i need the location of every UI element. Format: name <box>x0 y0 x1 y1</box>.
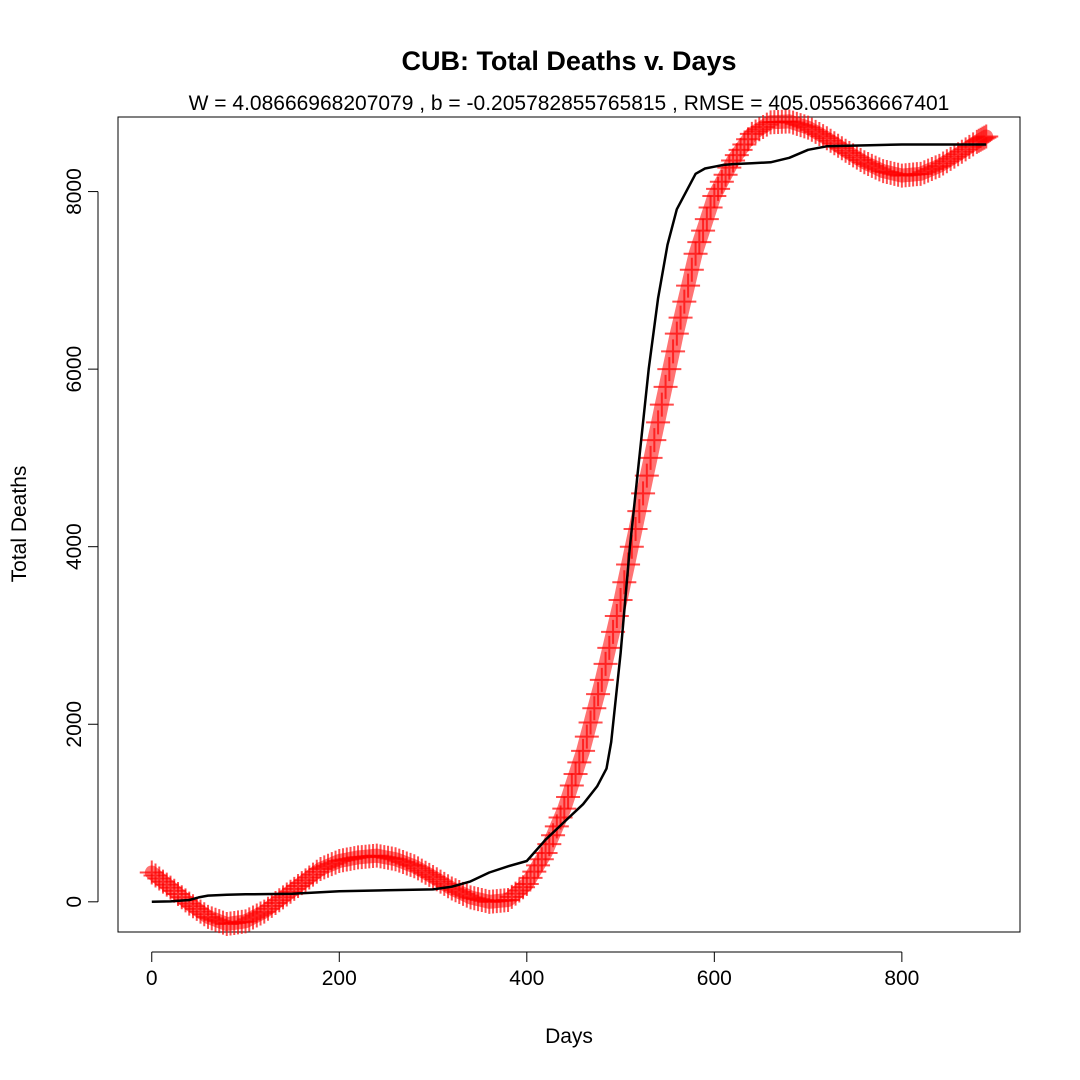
fit-marker-114 <box>567 750 592 775</box>
fit-marker-116 <box>574 724 599 749</box>
fit-marker-113 <box>563 761 588 786</box>
observed-line <box>151 143 987 904</box>
fit-marker-122 <box>597 635 622 660</box>
chart-title: CUB: Total Deaths v. Days <box>401 46 736 76</box>
fit-marker-121 <box>593 651 618 676</box>
series-layer <box>139 109 999 937</box>
fit-marker-104 <box>529 847 554 872</box>
fit-marker-133 <box>638 445 663 470</box>
y-tick-label-2: 4000 <box>63 523 86 570</box>
fit-marker-148 <box>694 207 719 232</box>
y-tick-label-4: 8000 <box>63 168 86 215</box>
fit-marker-149 <box>698 195 723 220</box>
fit-marker-140 <box>664 321 689 346</box>
fit-marker-141 <box>668 305 693 330</box>
fit-band <box>144 114 994 931</box>
fit-marker-144 <box>679 257 704 282</box>
fit-marker-120 <box>589 667 614 692</box>
fit-marker-135 <box>646 410 671 435</box>
fit-marker-117 <box>578 710 603 735</box>
x-tick-label-0: 0 <box>146 967 158 990</box>
fit-marker-115 <box>571 738 596 763</box>
fit-marker-102 <box>522 859 547 884</box>
fit-marker-146 <box>687 230 712 255</box>
fit-marker-145 <box>683 241 708 266</box>
fit-marker-138 <box>657 357 682 382</box>
x-tick-label-2: 400 <box>509 967 544 990</box>
fit-marker-137 <box>653 374 678 399</box>
x-tick-label-4: 800 <box>884 967 919 990</box>
fit-marker-118 <box>582 696 607 721</box>
x-tick-label-1: 200 <box>322 967 357 990</box>
y-tick-label-3: 6000 <box>63 346 86 393</box>
fit-marker-119 <box>586 682 611 707</box>
y-tick-label-0: 0 <box>63 896 86 908</box>
fit-marker-100 <box>514 872 539 897</box>
fit-marker-222 <box>968 127 993 152</box>
series-1 <box>139 109 999 937</box>
fit-marker-111 <box>556 785 581 810</box>
fit-marker-134 <box>642 428 667 453</box>
series-0 <box>151 143 987 904</box>
fit-marker-103 <box>526 853 551 878</box>
fit-marker-147 <box>691 218 716 243</box>
fit-marker-142 <box>672 289 697 314</box>
fit-marker-225 <box>974 124 999 149</box>
fit-marker-126 <box>612 570 637 595</box>
y-axis-label: Total Deaths <box>8 466 31 583</box>
fit-marker-125 <box>608 587 633 612</box>
fit-marker-223 <box>970 126 995 151</box>
fit-marker-123 <box>601 619 626 644</box>
chart-subtitle: W = 4.08666968207079 , b = -0.2057828557… <box>189 92 950 115</box>
fit-marker-110 <box>552 796 577 821</box>
fit-marker-112 <box>559 773 584 798</box>
fit-marker-136 <box>649 392 674 417</box>
y-tick-label-1: 2000 <box>63 701 86 748</box>
x-axis-label: Days <box>545 1025 593 1048</box>
fit-marker-139 <box>661 339 686 364</box>
plot-frame <box>117 116 1021 933</box>
fit-marker-132 <box>634 463 659 488</box>
fit-marker-101 <box>518 865 543 890</box>
x-tick-label-3: 600 <box>697 967 732 990</box>
fit-marker-143 <box>676 273 701 298</box>
fit-marker-130 <box>627 499 652 524</box>
fit-marker-129 <box>623 516 648 541</box>
